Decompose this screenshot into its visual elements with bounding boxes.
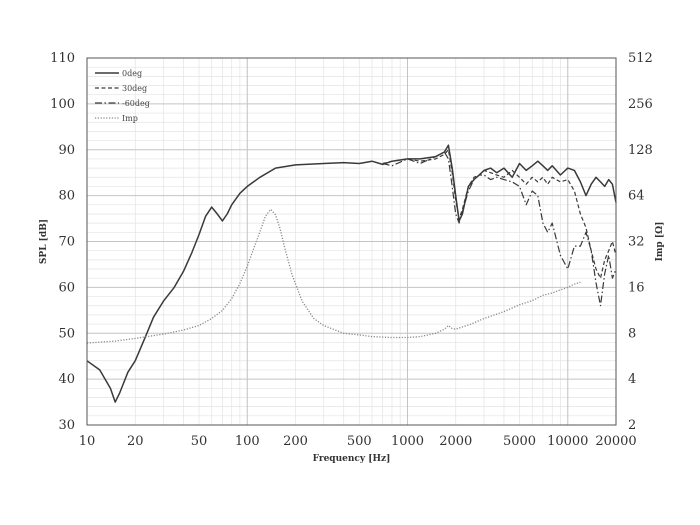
y2-tick-label: 8 [628,326,636,341]
y2-axis-label: Imp [Ω] [655,222,665,262]
series-line-60deg [382,151,617,307]
x-tick-label: 20000 [595,434,636,449]
y-tick-label: 50 [58,326,75,341]
y-tick-label: 70 [58,235,75,250]
y2-tick-label: 32 [628,235,645,250]
plot-frame [86,57,617,426]
y2-tick-label: 2 [628,418,636,433]
legend-label: -60deg [122,99,150,108]
x-tick-label: 500 [347,434,372,449]
y-tick-label: 90 [58,143,75,158]
x-tick-label: 100 [235,434,260,449]
legend: 0deg 30deg -60deg Imp [95,69,150,123]
y-tick-label: 40 [58,372,75,387]
x-tick-label: 10000 [547,434,588,449]
series-layer [86,144,617,403]
x-tick-label: 50 [191,434,208,449]
legend-label: 0deg [122,69,142,78]
legend-label: Imp [122,114,138,123]
y-tick-label: 60 [58,280,75,295]
x-tick-label: 10 [79,434,96,449]
y2-tick-label: 4 [628,372,636,387]
series-line-30deg [382,149,617,279]
legend-label: 30deg [122,84,147,93]
y2-tick-label: 256 [628,97,653,112]
y-tick-label: 80 [58,189,75,204]
x-tick-label: 2000 [439,434,472,449]
y2-tick-label: 16 [628,280,645,295]
x-tick-label: 5000 [503,434,536,449]
x-axis-ticks: 10 20 50 100 200 500 1000 2000 5000 10000 20000 [79,434,637,449]
y-tick-label: 30 [58,418,75,433]
x-tick-label: 1000 [391,434,424,449]
x-tick-label: 20 [127,434,144,449]
y-tick-label: 110 [50,51,75,66]
series-line-imp [86,208,581,344]
right-axis-ticks: 2 4 8 16 32 64 128 256 512 [628,51,653,433]
x-tick-label: 200 [283,434,308,449]
y-axis-label: SPL [dB] [39,219,49,264]
left-axis-ticks: 30 40 50 60 70 80 90 100 110 [50,51,75,433]
y-tick-label: 100 [50,97,75,112]
y2-tick-label: 128 [628,143,653,158]
minor-grid [86,58,617,425]
y2-tick-label: 512 [628,51,653,66]
y2-tick-label: 64 [628,189,645,204]
x-axis-label: Frequency [Hz] [313,454,391,464]
